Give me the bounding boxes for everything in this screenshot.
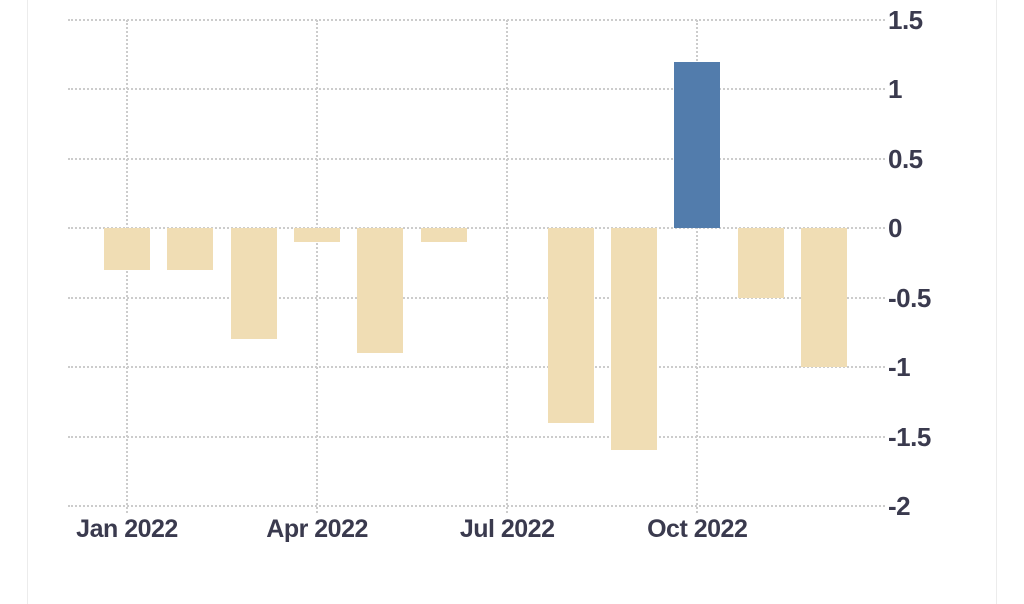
y-tick-label: 1.5: [888, 5, 923, 35]
h-gridline-0.5: [68, 157, 885, 160]
h-gridline--1.5: [68, 435, 885, 438]
x-tick-label: Apr 2022: [266, 515, 368, 543]
bar-nov-2022[interactable]: [737, 228, 784, 298]
y-tick-label: -0.5: [888, 282, 931, 313]
bar-jun-2022[interactable]: [420, 228, 467, 243]
y-tick-label: 0.5: [888, 143, 923, 174]
bar-may-2022[interactable]: [357, 228, 404, 354]
y-tick-label: -1: [888, 352, 911, 383]
x-tick-label: Oct 2022: [647, 515, 748, 543]
h-gridline--1: [68, 366, 885, 369]
content-right-border: [996, 0, 997, 604]
bar-apr-2022[interactable]: [294, 228, 341, 243]
h-gridline--2: [68, 505, 885, 507]
x-tick-label: Jul 2022: [459, 515, 555, 543]
h-gridline--0.5: [68, 296, 885, 299]
v-gridline-apr-2022: [316, 20, 319, 513]
bar-oct-2022[interactable]: [674, 61, 721, 229]
h-gridline-1: [68, 88, 885, 91]
bar-aug-2022[interactable]: [547, 228, 594, 423]
bar-sep-2022[interactable]: [610, 228, 657, 451]
bar-mar-2022[interactable]: [230, 228, 277, 340]
y-tick-label: 0: [888, 213, 902, 244]
v-gridline-jul-2022: [506, 20, 509, 513]
bar-dec-2022[interactable]: [800, 228, 847, 368]
bar-jan-2022[interactable]: [104, 228, 150, 270]
x-tick-label: Jan 2022: [76, 515, 178, 543]
plot-area: [68, 19, 885, 513]
h-gridline-0: [68, 227, 885, 230]
y-tick-label: -2: [888, 491, 911, 521]
y-tick-label: -1.5: [888, 421, 931, 452]
content-left-border: [27, 0, 28, 604]
v-gridline-oct-2022: [696, 20, 699, 513]
bar-feb-2022[interactable]: [167, 228, 214, 270]
h-gridline-1.5: [68, 19, 885, 21]
y-tick-label: 1: [888, 74, 902, 105]
